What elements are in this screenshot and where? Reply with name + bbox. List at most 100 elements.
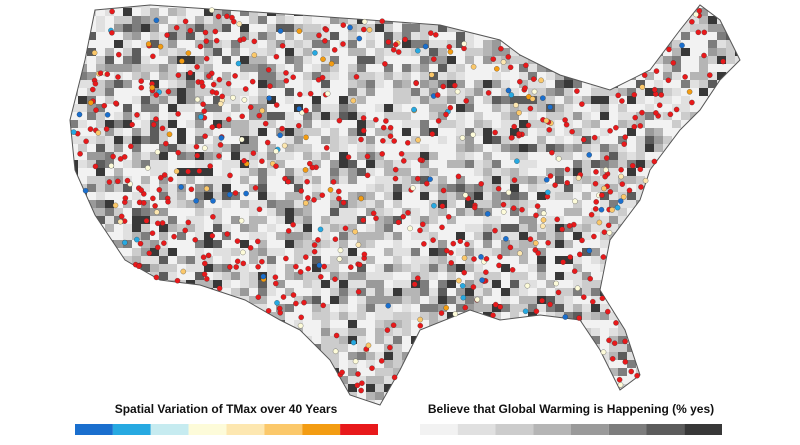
county: [555, 56, 564, 64]
county: [519, 392, 528, 400]
county: [645, 384, 654, 392]
county: [150, 128, 159, 136]
county: [717, 128, 726, 136]
county: [87, 40, 96, 48]
county: [384, 88, 393, 96]
county: [672, 240, 681, 248]
county: [78, 296, 87, 304]
county: [105, 168, 114, 176]
county: [627, 192, 636, 200]
county: [717, 40, 726, 48]
county: [375, 360, 384, 368]
county: [744, 104, 753, 112]
county: [600, 56, 609, 64]
county: [519, 16, 528, 24]
station: [391, 138, 397, 144]
county: [294, 376, 303, 384]
county: [195, 352, 204, 360]
county: [609, 256, 618, 264]
county: [294, 208, 303, 216]
county: [258, 368, 267, 376]
county: [294, 56, 303, 64]
county: [375, 88, 384, 96]
county: [70, 192, 78, 200]
county: [672, 72, 681, 80]
county: [519, 96, 528, 104]
county: [672, 280, 681, 288]
county: [420, 112, 429, 120]
station: [361, 26, 367, 33]
county: [321, 312, 330, 320]
county: [159, 312, 168, 320]
county: [654, 280, 663, 288]
county: [105, 144, 114, 152]
county: [690, 152, 699, 160]
county: [744, 160, 753, 168]
county: [438, 152, 447, 160]
county: [186, 328, 195, 336]
county: [366, 280, 375, 288]
county: [699, 280, 708, 288]
county: [231, 376, 240, 384]
county: [717, 296, 726, 304]
county: [339, 248, 348, 256]
station: [333, 332, 340, 339]
county: [276, 128, 285, 136]
county: [213, 176, 222, 184]
county: [177, 152, 186, 160]
county: [312, 16, 321, 24]
county: [402, 160, 411, 168]
county: [222, 288, 231, 296]
station: [588, 211, 595, 218]
county: [78, 264, 87, 272]
county: [114, 32, 123, 40]
legend-swatch: [420, 424, 458, 435]
county: [555, 176, 564, 184]
county: [339, 392, 348, 400]
station: [601, 229, 608, 235]
county: [348, 368, 357, 376]
county: [519, 288, 528, 296]
county: [447, 344, 456, 352]
county: [447, 384, 456, 392]
county: [636, 40, 645, 48]
county: [510, 312, 519, 320]
county: [681, 288, 690, 296]
county: [708, 264, 717, 272]
station: [417, 322, 424, 329]
county: [87, 168, 96, 176]
county: [708, 216, 717, 224]
county: [555, 392, 564, 400]
county: [474, 392, 483, 400]
county: [636, 48, 645, 56]
station: [656, 102, 663, 108]
station: [618, 167, 624, 173]
county: [204, 8, 213, 16]
station: [546, 127, 553, 133]
station: [600, 254, 607, 260]
station: [696, 8, 703, 14]
county: [339, 176, 348, 184]
county: [699, 5, 708, 8]
county: [708, 144, 717, 152]
county: [123, 216, 132, 224]
county: [348, 32, 357, 40]
county: [276, 280, 285, 288]
county: [231, 160, 240, 168]
county: [384, 400, 393, 405]
county: [123, 360, 132, 368]
county: [699, 352, 708, 360]
station: [545, 240, 551, 246]
county: [123, 328, 132, 336]
county: [375, 232, 384, 240]
county: [204, 320, 213, 328]
county: [195, 104, 204, 112]
county: [492, 256, 501, 264]
county: [105, 24, 114, 32]
county: [231, 24, 240, 32]
county: [312, 96, 321, 104]
county: [204, 5, 213, 8]
county: [132, 120, 141, 128]
county: [204, 328, 213, 336]
county: [186, 32, 195, 40]
